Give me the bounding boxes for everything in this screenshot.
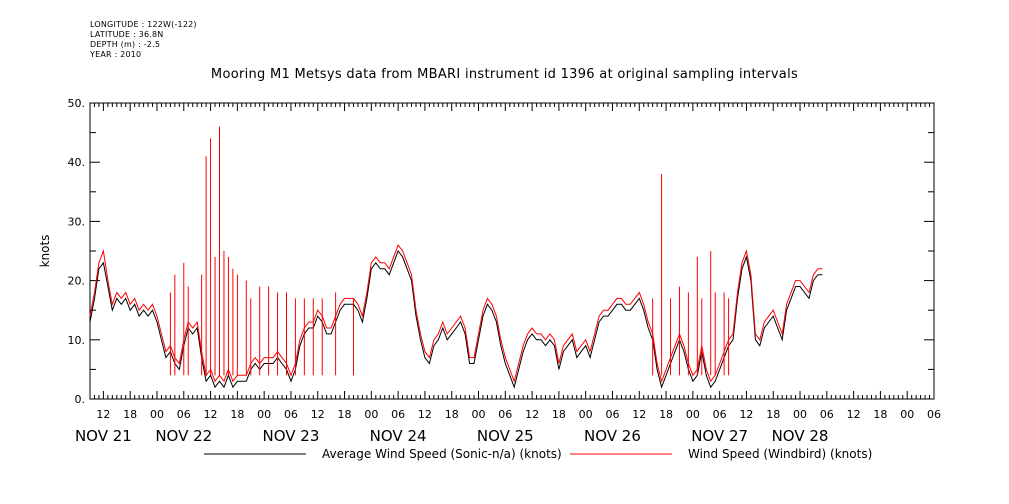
hour-tick-label: 00 <box>793 408 807 421</box>
hour-tick-label: 06 <box>284 408 298 421</box>
legend-label-windbird: Wind Speed (Windbird) (knots) <box>688 447 872 461</box>
date-label: NOV 26 <box>584 427 641 445</box>
metadata-line-longitude: LONGITUDE : 122W(-122) <box>90 20 197 29</box>
hour-tick-label: 18 <box>766 408 780 421</box>
hour-tick-label: 00 <box>686 408 700 421</box>
hour-tick-label: 18 <box>230 408 244 421</box>
hour-tick-label: 00 <box>900 408 914 421</box>
date-label: NOV 28 <box>772 427 829 445</box>
date-label: NOV 21 <box>75 427 132 445</box>
metadata-line-latitude: LATITUDE : 36.8N <box>90 30 164 39</box>
hour-tick-label: 12 <box>311 408 325 421</box>
hour-tick-label: 06 <box>498 408 512 421</box>
hour-tick-label: 00 <box>150 408 164 421</box>
hour-tick-label: 00 <box>364 408 378 421</box>
series-average-wind-speed-line <box>89 249 823 389</box>
y-tick-label: 10. <box>68 334 86 347</box>
y-tick-label: 0. <box>75 393 86 406</box>
hour-tick-label: 06 <box>605 408 619 421</box>
metadata-line-year: YEAR : 2010 <box>90 50 142 59</box>
plot-frame <box>89 102 935 400</box>
hour-tick-label: 12 <box>418 408 432 421</box>
hour-tick-label: 00 <box>472 408 486 421</box>
hour-tick-label: 18 <box>659 408 673 421</box>
hour-tick-label: 12 <box>525 408 539 421</box>
hour-tick-label: 12 <box>632 408 646 421</box>
hour-tick-label: 18 <box>552 408 566 421</box>
legend: Average Wind Speed (Sonic-n/a) (knots) Wi… <box>204 447 872 461</box>
hour-tick-label: 06 <box>713 408 727 421</box>
y-tick-label: 30. <box>68 215 86 228</box>
hour-tick-label: 12 <box>847 408 861 421</box>
date-label: NOV 27 <box>691 427 748 445</box>
metadata-block: LONGITUDE : 122W(-122) LATITUDE : 36.8N … <box>90 20 197 60</box>
hour-tick-label: 00 <box>257 408 271 421</box>
y-tick-label: 20. <box>68 275 86 288</box>
hour-tick-label: 00 <box>579 408 593 421</box>
y-tick-label: 40. <box>68 156 86 169</box>
date-label: NOV 22 <box>155 427 212 445</box>
hour-tick-label: 18 <box>123 408 137 421</box>
date-label: NOV 25 <box>477 427 534 445</box>
y-axis: 0. 10. 20. 30. 40. 50. <box>68 97 934 406</box>
hour-tick-label: 12 <box>96 408 110 421</box>
series-layer <box>89 126 823 389</box>
date-label: NOV 24 <box>370 427 427 445</box>
hour-tick-label: 12 <box>204 408 218 421</box>
hour-tick-label: 18 <box>873 408 887 421</box>
date-label: NOV 23 <box>263 427 320 445</box>
hour-tick-label: 18 <box>338 408 352 421</box>
chart-title: Mooring M1 Metsys data from MBARI instru… <box>210 67 799 82</box>
hour-tick-label: 06 <box>927 408 941 421</box>
hour-tick-label: 06 <box>391 408 405 421</box>
series-windbird-wind-speed-line <box>89 244 823 383</box>
x-axis: 12 18 00 06 12 18 00 06 12 18 00 06 12 18 00 06 12 18 00 06… <box>75 103 941 445</box>
hour-tick-label: 12 <box>739 408 753 421</box>
y-axis-label: knots <box>38 235 52 268</box>
hour-tick-label: 06 <box>177 408 191 421</box>
y-tick-label: 50. <box>68 97 86 110</box>
hour-tick-label: 06 <box>820 408 834 421</box>
hour-tick-label: 18 <box>445 408 459 421</box>
metadata-line-depth: DEPTH (m) : -2.5 <box>90 40 161 49</box>
legend-label-average: Average Wind Speed (Sonic-n/a) (knots) <box>322 447 562 461</box>
